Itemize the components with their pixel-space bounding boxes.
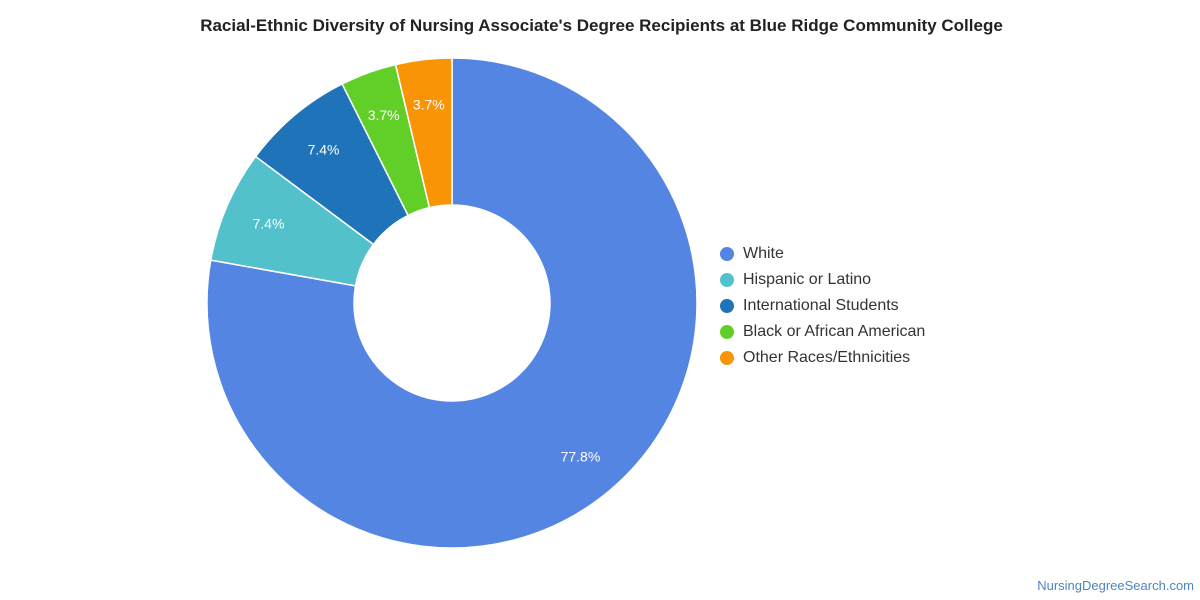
legend-swatch-hispanic-or-latino bbox=[720, 273, 734, 287]
legend-label-international-students: International Students bbox=[743, 297, 899, 314]
legend-item-other-races-ethnicities[interactable]: Other Races/Ethnicities bbox=[720, 345, 925, 371]
slice-white[interactable] bbox=[206, 57, 698, 549]
legend-swatch-black-or-african-american bbox=[720, 325, 734, 339]
slice-label-black-or-african-american: 3.7% bbox=[368, 107, 400, 123]
legend-label-black-or-african-american: Black or African American bbox=[743, 323, 926, 340]
legend-label-other-races-ethnicities: Other Races/Ethnicities bbox=[743, 349, 911, 366]
legend-swatch-other-races-ethnicities bbox=[720, 351, 734, 365]
slice-label-other-races-ethnicities: 3.7% bbox=[413, 96, 445, 112]
chart-title: Racial-Ethnic Diversity of Nursing Assoc… bbox=[200, 16, 1003, 35]
legend-item-international-students[interactable]: International Students bbox=[720, 293, 925, 319]
legend-label-hispanic-or-latino: Hispanic or Latino bbox=[743, 271, 872, 288]
slice-other-races-ethnicities[interactable] bbox=[394, 57, 453, 209]
legend-label-white: White bbox=[743, 245, 784, 262]
legend-swatch-white bbox=[720, 247, 734, 261]
slice-label-white: 77.8% bbox=[561, 448, 601, 464]
chart-legend: White Hispanic or Latino International S… bbox=[720, 241, 925, 371]
legend-item-white[interactable]: White bbox=[720, 241, 925, 267]
legend-swatch-international-students bbox=[720, 299, 734, 313]
legend-item-black-or-african-american[interactable]: Black or African American bbox=[720, 319, 925, 345]
source-credit-link[interactable]: NursingDegreeSearch.com bbox=[1037, 578, 1194, 593]
slice-label-hispanic-or-latino: 7.4% bbox=[252, 216, 284, 232]
legend-item-hispanic-or-latino[interactable]: Hispanic or Latino bbox=[720, 267, 925, 293]
slice-label-international-students: 7.4% bbox=[308, 142, 340, 158]
